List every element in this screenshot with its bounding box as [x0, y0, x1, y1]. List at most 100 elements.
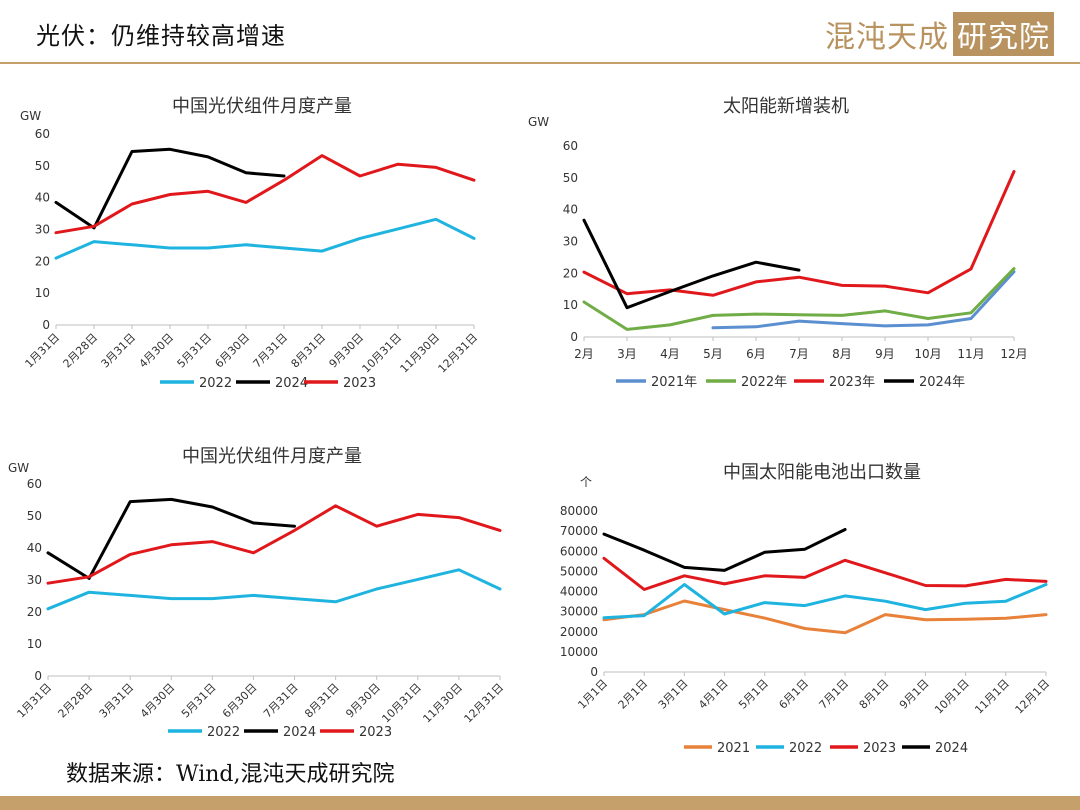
chart-title: 太阳能新增装机: [723, 96, 849, 117]
x-tick-label: 6月30日: [220, 681, 260, 721]
x-tick-label: 7月31日: [261, 681, 301, 721]
x-tick-label: 3月1日: [656, 677, 691, 712]
y-tick-label: 40: [563, 203, 578, 217]
page-title: 光伏：仍维持较高增速: [36, 22, 286, 50]
y-axis-unit: GW: [20, 109, 41, 123]
x-tick-label: 2月28日: [56, 681, 96, 721]
y-tick-label: 10000: [560, 645, 598, 659]
x-tick-label: 6月1日: [776, 677, 811, 712]
y-tick-label: 20: [35, 254, 50, 268]
x-tick-label: 10月1日: [932, 677, 972, 717]
legend-label: 2021: [717, 741, 750, 756]
y-tick-label: 30: [27, 573, 42, 587]
y-tick-label: 10: [563, 298, 578, 312]
brand-logo: 混沌天成 研究院: [825, 12, 1054, 56]
legend-label: 2021年: [651, 375, 697, 390]
x-tick-label: 5月31日: [179, 681, 219, 721]
series-line-2022: [602, 583, 1048, 620]
legend-label: 2022: [207, 725, 240, 740]
x-tick-label: 12月1日: [1013, 677, 1053, 717]
chart-title: 中国光伏组件月度产量: [172, 96, 352, 117]
series-line-2024: [54, 147, 286, 230]
series-line-2022年: [582, 267, 1016, 331]
x-tick-label: 5月31日: [175, 331, 215, 371]
series-line-2021: [602, 599, 1048, 635]
x-tick-label: 9月1日: [897, 677, 932, 712]
series-line-2024: [46, 497, 296, 580]
x-tick-label: 2月28日: [61, 331, 101, 371]
y-tick-label: 0: [590, 665, 598, 679]
series-line-2023: [602, 556, 1048, 591]
y-tick-label: 50: [563, 171, 578, 185]
y-tick-label: 0: [570, 330, 578, 344]
data-source: 数据来源：Wind,混沌天成研究院: [66, 762, 395, 787]
y-tick-label: 50: [27, 509, 42, 523]
x-tick-label: 8月31日: [302, 681, 342, 721]
x-tick-label: 12月: [1000, 347, 1027, 361]
y-tick-label: 40000: [560, 585, 598, 599]
x-tick-label: 12月31日: [436, 331, 481, 376]
y-axis-unit: 个: [580, 475, 592, 489]
chart-solar-installed: 太阳能新增装机 GW 0 10 20 30 40 50 60 2月 3月 4月 5月 6月 7月 8月 9月 10…: [528, 96, 1028, 390]
legend-label: 2023年: [829, 375, 875, 390]
series-line-2024: [602, 528, 847, 572]
y-tick-label: 60: [563, 139, 578, 153]
x-tick-label: 6月: [746, 347, 766, 361]
legend-label: 2022年: [741, 375, 787, 390]
legend-label: 2024年: [919, 375, 965, 390]
x-tick-label: 7月31日: [251, 331, 291, 371]
x-tick-label: 1月1日: [575, 677, 610, 712]
x-tick-label: 11月30日: [420, 681, 465, 726]
x-tick-label: 9月: [875, 347, 895, 361]
header-divider: [0, 62, 1080, 64]
y-tick-label: 20000: [560, 625, 598, 639]
y-tick-label: 40: [27, 541, 42, 555]
y-tick-label: 60: [27, 477, 42, 491]
x-tick-label: 11月30日: [398, 331, 443, 376]
series-line-2023: [46, 504, 502, 585]
y-tick-label: 20: [563, 266, 578, 280]
y-tick-label: 40: [35, 191, 50, 205]
x-tick-label: 3月31日: [99, 331, 139, 371]
series-line-2022: [54, 217, 476, 260]
x-tick-label: 12月31日: [462, 681, 507, 726]
x-tick-label: 6月30日: [213, 331, 253, 371]
brand-boxed-text: 研究院: [953, 12, 1054, 56]
chart-module-output-1: 中国光伏组件月度产量 GW 0 10 20 30 40 50 60 1月31日2月28日3月31日…: [20, 96, 481, 391]
y-tick-label: 0: [34, 669, 42, 683]
x-tick-label: 8月: [832, 347, 852, 361]
y-tick-label: 10: [27, 637, 42, 651]
chart-title: 中国光伏组件月度产量: [182, 446, 362, 467]
x-tick-label: 5月: [703, 347, 723, 361]
x-tick-label: 10月31日: [379, 681, 424, 726]
legend-label: 2024: [935, 741, 968, 756]
y-axis-unit: GW: [8, 461, 29, 475]
x-tick-label: 4月30日: [138, 681, 178, 721]
x-tick-label: 4月1日: [696, 677, 731, 712]
y-tick-label: 60: [35, 127, 50, 141]
series-line-2023: [54, 154, 476, 235]
x-tick-label: 11月: [957, 347, 984, 361]
y-tick-label: 50: [35, 159, 50, 173]
x-tick-label: 8月1日: [857, 677, 892, 712]
y-tick-label: 60000: [560, 544, 598, 558]
chart-module-output-2: 中国光伏组件月度产量 GW 0 10 20 30 40 50 60 1月31日 2月28日 3月31日…: [8, 446, 507, 740]
chart-title: 中国太阳能电池出口数量: [723, 462, 921, 483]
x-tick-label: 1月31日: [15, 681, 55, 721]
y-tick-label: 30: [35, 223, 50, 237]
legend-label: 2022: [789, 741, 822, 756]
x-tick-label: 3月: [617, 347, 637, 361]
y-axis-unit: GW: [528, 115, 549, 129]
brand-text: 混沌天成: [825, 20, 949, 55]
x-tick-label: 10月31日: [360, 331, 405, 376]
legend-label: 2023: [359, 725, 392, 740]
y-tick-label: 50000: [560, 564, 598, 578]
x-tick-label: 7月: [789, 347, 809, 361]
x-tick-label: 10月: [914, 347, 941, 361]
legend-label: 2024: [275, 376, 308, 391]
y-tick-label: 30000: [560, 605, 598, 619]
series-line-2024年: [582, 218, 801, 310]
legend-label: 2023: [343, 376, 376, 391]
x-tick-label: 11月1日: [972, 677, 1012, 717]
